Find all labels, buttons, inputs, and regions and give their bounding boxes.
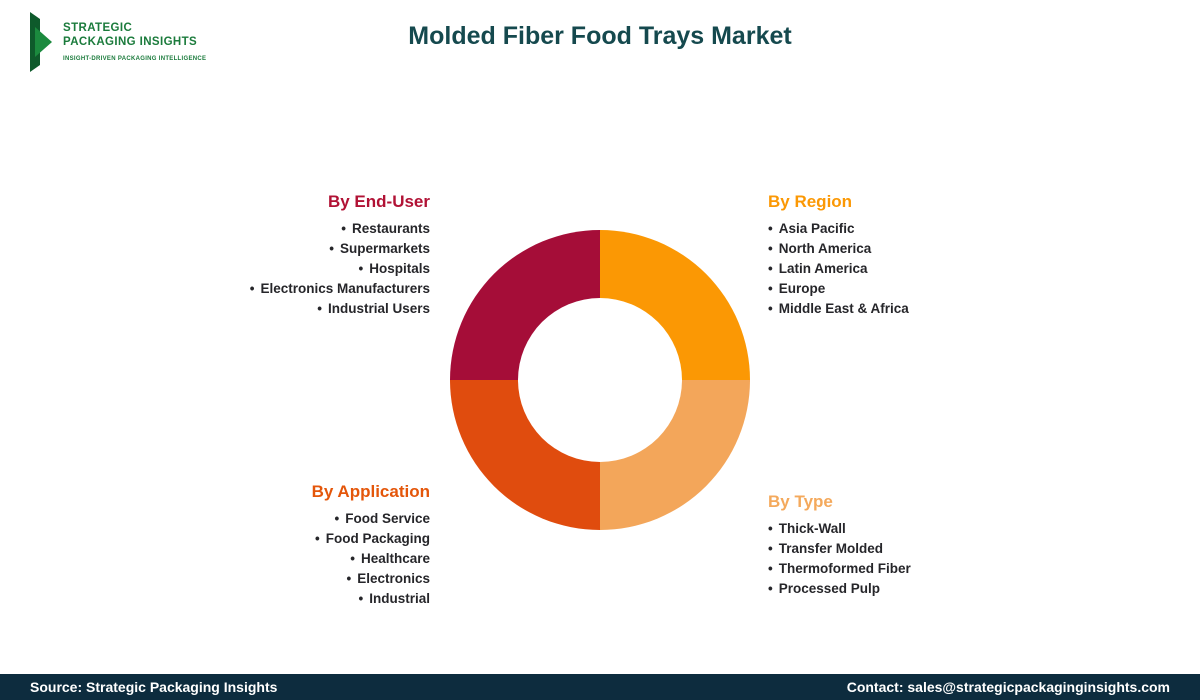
section-end-user: By End-User Restaurants Supermarkets Hos… [100, 192, 430, 319]
logo-line-1: STRATEGIC [63, 22, 133, 34]
list-item: Restaurants [100, 219, 430, 239]
section-type: By Type Thick-Wall Transfer Molded Therm… [768, 492, 1098, 599]
logo-arrow-icon [30, 12, 52, 72]
list-item: Hospitals [100, 259, 430, 279]
section-type-list: Thick-Wall Transfer Molded Thermoformed … [768, 519, 1098, 599]
list-item: Industrial [100, 589, 430, 609]
list-item: Supermarkets [100, 239, 430, 259]
list-item: Latin America [768, 259, 1098, 279]
section-end-user-title: By End-User [327, 192, 430, 211]
list-item: Asia Pacific [768, 219, 1098, 239]
donut-chart [450, 230, 750, 530]
list-item: Electronics Manufacturers [100, 279, 430, 299]
brand-logo: STRATEGIC PACKAGING INSIGHTS INSIGHT-DRI… [30, 12, 206, 72]
footer-contact: Contact: sales@strategicpackaginginsight… [846, 679, 1170, 695]
section-region-list: Asia Pacific North America Latin America… [768, 219, 1098, 319]
section-region-title: By Region [768, 192, 853, 211]
list-item: Food Packaging [100, 529, 430, 549]
list-item: Transfer Molded [768, 539, 1098, 559]
page-title: Molded Fiber Food Trays Market [408, 22, 792, 50]
list-item: Electronics [100, 569, 430, 589]
logo-tagline: INSIGHT-DRIVEN PACKAGING INTELLIGENCE [63, 56, 207, 62]
list-item: Food Service [100, 509, 430, 529]
footer-bar: Source: Strategic Packaging Insights Con… [0, 674, 1200, 700]
logo-text: STRATEGIC PACKAGING INSIGHTS INSIGHT-DRI… [63, 12, 206, 62]
section-application: By Application Food Service Food Packagi… [100, 482, 430, 609]
section-end-user-list: Restaurants Supermarkets Hospitals Elect… [100, 219, 430, 319]
section-type-title: By Type [768, 492, 833, 511]
section-region: By Region Asia Pacific North America Lat… [768, 192, 1098, 319]
list-item: Europe [768, 279, 1098, 299]
list-item: Industrial Users [100, 299, 430, 319]
list-item: North America [768, 239, 1098, 259]
donut-hole [518, 298, 682, 462]
section-application-list: Food Service Food Packaging Healthcare E… [100, 509, 430, 609]
list-item: Healthcare [100, 549, 430, 569]
list-item: Thermoformed Fiber [768, 559, 1098, 579]
list-item: Middle East & Africa [768, 299, 1098, 319]
logo-line-2: PACKAGING INSIGHTS [63, 36, 198, 48]
list-item: Thick-Wall [768, 519, 1098, 539]
footer-source: Source: Strategic Packaging Insights [30, 679, 278, 695]
section-application-title: By Application [311, 482, 430, 501]
list-item: Processed Pulp [768, 579, 1098, 599]
